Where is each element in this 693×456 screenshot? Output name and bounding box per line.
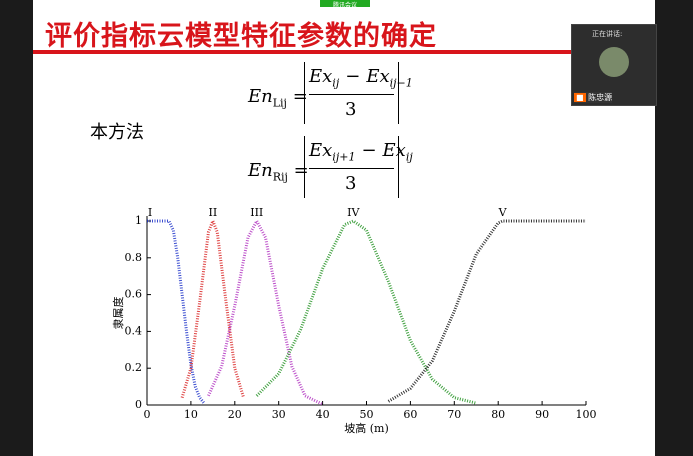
fraction-bar: [309, 94, 394, 95]
speaker-text: 陈忠源: [588, 93, 613, 102]
cloud-curve: [147, 219, 206, 405]
chart: 0 10 20 30 40 50 60 70 80 90 100 0 0.2 0.4 0.6 0.8 1 坡高 (…: [111, 206, 597, 435]
denominator: 3: [345, 99, 357, 120]
x-tick-label: 20: [228, 408, 242, 421]
curve-label: V: [498, 206, 508, 219]
curve-label: IV: [347, 206, 360, 219]
numerator: Exij+1− Exij: [309, 140, 413, 164]
operator: −: [345, 66, 361, 87]
operator: −: [361, 140, 377, 161]
term-sub: ij: [405, 150, 413, 164]
curve-label: III: [250, 206, 263, 219]
method-label: 本方法: [90, 122, 144, 143]
curve-label: I: [148, 206, 152, 219]
speaker-panel: 正在讲话: ■ 陈忠源: [571, 24, 657, 106]
term: Ex: [309, 140, 333, 161]
title-underline: [33, 50, 655, 54]
denominator: 3: [345, 173, 357, 194]
term: Ex: [366, 66, 390, 87]
formula-subscript: Rij: [272, 170, 288, 184]
fraction-bar: [309, 168, 394, 169]
term-sub: ij: [332, 76, 340, 90]
cloud-curve: [387, 219, 586, 403]
app-badge: 腾讯会议: [320, 0, 370, 9]
term: Ex: [309, 66, 333, 87]
x-tick-label: 10: [184, 408, 198, 421]
x-axis-label: 坡高 (m): [344, 421, 389, 435]
x-tick-label: 100: [576, 408, 597, 421]
y-tick-label: 0.6: [125, 288, 143, 301]
formula-symbol: En: [248, 160, 273, 181]
slide-title: 评价指标云模型特征参数的确定: [45, 21, 437, 52]
y-tick-label: 0.2: [125, 361, 143, 374]
term: Ex: [382, 140, 406, 161]
cloud-curve: [207, 217, 324, 406]
speaking-label: 正在讲话:: [592, 30, 623, 38]
avatar: [599, 47, 629, 77]
abs-bar: [304, 136, 305, 198]
x-tick-label: 60: [403, 408, 417, 421]
x-tick-label: 80: [491, 408, 505, 421]
numerator: Exij − Exij−1: [309, 66, 413, 90]
slide: 评价指标云模型特征参数的确定 本方法 EnLij = Exij − Exij−1 3 En…: [33, 0, 655, 456]
speaker-name: ■ 陈忠源: [574, 92, 613, 103]
term-sub: ij−1: [389, 76, 413, 90]
abs-bar: [398, 62, 399, 124]
formula-subscript: Lij: [272, 96, 287, 110]
curve-label: II: [208, 206, 217, 219]
x-tick-label: 30: [272, 408, 286, 421]
y-tick-label: 0.8: [125, 251, 143, 264]
x-tick-label: 40: [316, 408, 330, 421]
y-tick-label: 1: [135, 214, 142, 227]
y-tick-label: 0: [135, 398, 142, 411]
x-tick-label: 90: [535, 408, 549, 421]
cloud-curve: [180, 216, 246, 399]
x-tick-label: 50: [360, 408, 374, 421]
abs-bar: [304, 62, 305, 124]
y-tick-label: 0.4: [125, 324, 143, 337]
x-tick-label: 70: [447, 408, 461, 421]
abs-bar: [398, 136, 399, 198]
term-sub: ij+1: [332, 150, 356, 164]
x-tick-label: 0: [144, 408, 151, 421]
y-axis-label: 隶属度: [111, 297, 125, 330]
formula-symbol: En: [248, 86, 273, 107]
cloud-curve: [255, 219, 477, 405]
